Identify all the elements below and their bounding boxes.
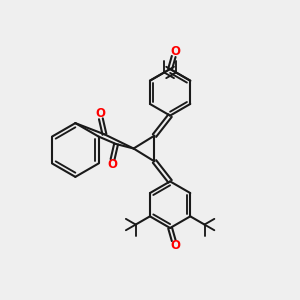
Text: O: O [170, 45, 180, 58]
Text: O: O [170, 239, 180, 252]
Text: O: O [107, 158, 117, 171]
Text: O: O [95, 107, 105, 120]
